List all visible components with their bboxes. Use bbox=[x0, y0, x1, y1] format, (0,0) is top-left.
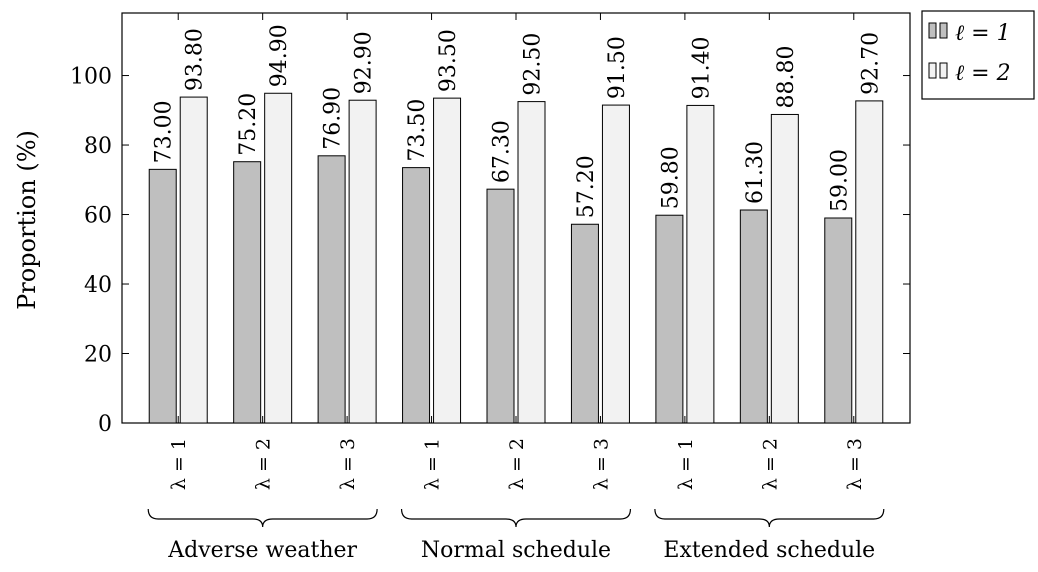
group-label: Normal schedule bbox=[421, 538, 611, 563]
bar-series-2 bbox=[770, 113, 799, 424]
bar-series-2 bbox=[348, 99, 377, 424]
legend-swatch-series-1a bbox=[928, 22, 937, 39]
bar-value-label-series-1: 59.80 bbox=[658, 146, 683, 209]
bar-series-2 bbox=[264, 92, 293, 424]
bar-series-2 bbox=[179, 96, 208, 424]
bar-labels-layer: 73.00 75.20 76.90 73.50 67.30 57.20 59.80 61.30… bbox=[152, 24, 884, 218]
bar-value-label-series-1: 57.20 bbox=[574, 155, 599, 218]
bar-value-label-series-1: 73.50 bbox=[405, 99, 430, 162]
bar-value-label-series-2: 92.90 bbox=[352, 31, 377, 94]
y-tick-label: 40 bbox=[84, 273, 112, 298]
bar-value-label-series-2: 93.50 bbox=[436, 29, 461, 92]
legend: ℓ = 1 ℓ = 2 bbox=[921, 10, 1035, 100]
bar-value-label-series-2: 91.50 bbox=[605, 36, 630, 99]
legend-swatch-series-2b bbox=[939, 62, 948, 79]
bar-value-label-series-2: 91.40 bbox=[689, 36, 714, 99]
y-axis-layer: 0 20 40 60 80 100 bbox=[70, 65, 910, 437]
bar-value-label-series-2: 92.70 bbox=[858, 32, 883, 95]
legend-swatch-series-1b bbox=[939, 22, 948, 39]
x-category-label: λ = 3 bbox=[337, 438, 359, 490]
x-category-label: λ = 1 bbox=[422, 438, 444, 490]
bar-series-2 bbox=[855, 100, 884, 424]
bar-value-label-series-2: 92.50 bbox=[521, 33, 546, 96]
group-label: Adverse weather bbox=[167, 538, 357, 563]
bar-value-label-series-1: 75.20 bbox=[236, 93, 261, 156]
x-category-label: λ = 1 bbox=[675, 438, 697, 490]
y-axis-title: Proportion (%) bbox=[13, 130, 41, 310]
legend-label-series-2: ℓ = 2 bbox=[955, 61, 1011, 86]
legend-swatch-series-2a bbox=[928, 62, 937, 79]
bar-value-label-series-1: 76.90 bbox=[321, 87, 346, 150]
bar-series-1 bbox=[317, 155, 346, 424]
group-brace bbox=[147, 508, 378, 528]
bar-value-label-series-1: 73.00 bbox=[152, 100, 177, 163]
bar-value-label-series-1: 61.30 bbox=[743, 141, 768, 204]
bars-layer bbox=[148, 92, 884, 424]
x-category-label: λ = 3 bbox=[590, 438, 612, 490]
y-tick-label: 0 bbox=[98, 412, 112, 437]
bar-series-1 bbox=[824, 217, 853, 424]
bar-value-label-series-2: 94.90 bbox=[267, 24, 292, 87]
bar-series-1 bbox=[402, 167, 431, 424]
group-label: Extended schedule bbox=[663, 538, 875, 563]
y-tick-label: 20 bbox=[84, 343, 112, 368]
x-category-label: λ = 2 bbox=[506, 438, 528, 490]
bar-value-label-series-2: 88.80 bbox=[774, 45, 799, 108]
x-axis-layer: λ = 1 λ = 2 λ = 3 λ = 1 λ = 2 λ = 3 λ = 1 λ = 2… bbox=[147, 13, 885, 563]
bar-series-1 bbox=[570, 223, 599, 424]
bar-series-1 bbox=[486, 188, 515, 424]
x-category-label: λ = 2 bbox=[253, 438, 275, 490]
bar-value-label-series-2: 93.80 bbox=[183, 28, 208, 91]
bar-series-2 bbox=[517, 101, 546, 424]
bar-value-label-series-1: 67.30 bbox=[490, 120, 515, 183]
bar-series-1 bbox=[233, 161, 262, 424]
group-brace bbox=[654, 508, 885, 528]
bar-series-1 bbox=[148, 168, 177, 424]
x-category-label: λ = 2 bbox=[759, 438, 781, 490]
bar-series-1 bbox=[655, 214, 684, 424]
bar-value-label-series-1: 59.00 bbox=[827, 149, 852, 212]
group-brace bbox=[400, 508, 632, 528]
y-tick-label: 80 bbox=[84, 134, 112, 159]
bar-series-1 bbox=[739, 209, 768, 424]
y-tick-label: 100 bbox=[70, 65, 112, 90]
bar-series-2 bbox=[686, 104, 715, 424]
bar-series-2 bbox=[433, 97, 462, 424]
x-category-label: λ = 3 bbox=[844, 438, 866, 490]
x-category-label: λ = 1 bbox=[168, 438, 190, 490]
legend-label-series-1: ℓ = 1 bbox=[955, 21, 1011, 46]
y-tick-label: 60 bbox=[84, 204, 112, 229]
bar-series-2 bbox=[601, 104, 630, 424]
